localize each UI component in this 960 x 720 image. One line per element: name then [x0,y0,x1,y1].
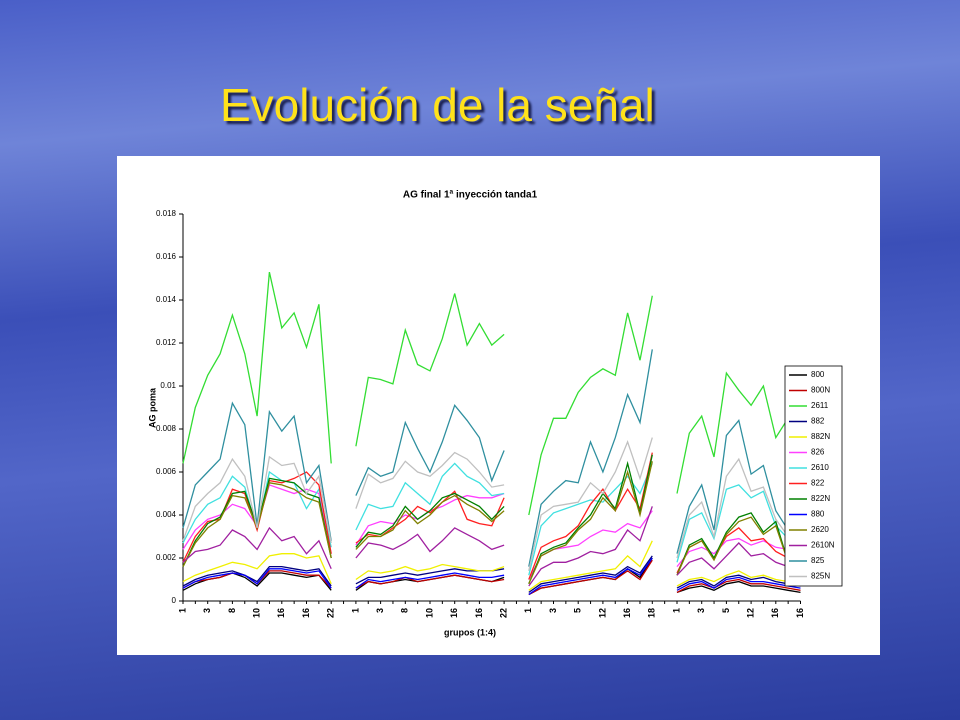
legend-label: 882 [811,417,825,426]
y-tick-label: 0.018 [156,209,177,218]
x-tick-label: 3 [375,608,385,613]
x-tick-label: 12 [597,608,607,618]
x-tick-label: 16 [474,608,484,618]
y-tick-label: 0.01 [160,381,176,390]
legend-label: 2611 [811,401,829,410]
x-tick-label: 16 [622,608,632,618]
x-tick-label: 16 [770,608,780,618]
slide-title: Evolución de la señal [220,79,655,131]
x-tick-label: 16 [795,608,805,618]
series-line [182,484,801,580]
x-tick-label: 10 [251,608,261,618]
y-tick-label: 0 [172,596,177,605]
legend-box [784,365,843,587]
chart-title: AG final 1ª inyección tanda1 [403,190,538,201]
x-tick-label: 12 [745,608,755,618]
x-tick-label: 8 [227,608,237,613]
y-axis-label: AG poma [147,387,157,428]
x-tick-label: 18 [647,608,657,618]
x-tick-label: 1 [177,608,187,613]
x-tick-label: 10 [424,608,434,618]
x-tick-label: 16 [276,608,286,618]
x-tick-label: 16 [301,608,311,618]
legend-label: 825 [811,556,825,565]
x-tick-label: 1 [350,608,360,613]
legend-label: 800 [811,370,825,379]
x-tick-label: 5 [573,608,583,613]
x-tick-label: 22 [326,608,336,618]
y-tick-label: 0.002 [156,553,177,562]
series-line [182,540,801,591]
y-tick-label: 0.016 [156,252,177,261]
legend-label: 822 [811,479,825,488]
x-tick-label: 3 [202,608,212,613]
legend-label: 826 [811,448,825,457]
series-line [182,452,801,580]
series-line [182,271,802,516]
legend-label: 2610 [811,463,829,472]
x-tick-label: 3 [548,608,558,613]
series-line [182,506,801,587]
x-tick-label: 1 [523,608,533,613]
series-line [182,555,801,593]
legend-label: 825N [811,572,830,581]
y-tick-label: 0.006 [156,467,177,476]
x-axis-label: grupos (1:4) [444,627,496,637]
series-line [182,557,801,596]
x-tick-label: 8 [400,608,410,613]
legend-label: 822N [811,494,830,503]
x-tick-label: 1 [671,608,681,613]
legend-label: 882N [811,432,830,441]
x-tick-label: 5 [721,608,731,613]
legend-label: 880 [811,510,825,519]
x-tick-label: 22 [498,608,508,618]
legend-label: 2620 [811,525,829,534]
chart: AG final 1ª inyección tanda1 grupos (1:4… [117,156,880,655]
y-tick-label: 0.004 [156,510,177,519]
y-tick-label: 0.014 [156,295,177,304]
series-line [182,437,801,572]
x-tick-label: 3 [696,608,706,613]
y-tick-label: 0.012 [156,338,177,347]
legend-label: 2610N [811,541,835,550]
x-tick-label: 16 [449,608,459,618]
legend-label: 800N [811,386,830,395]
y-tick-label: 0.008 [156,424,177,433]
